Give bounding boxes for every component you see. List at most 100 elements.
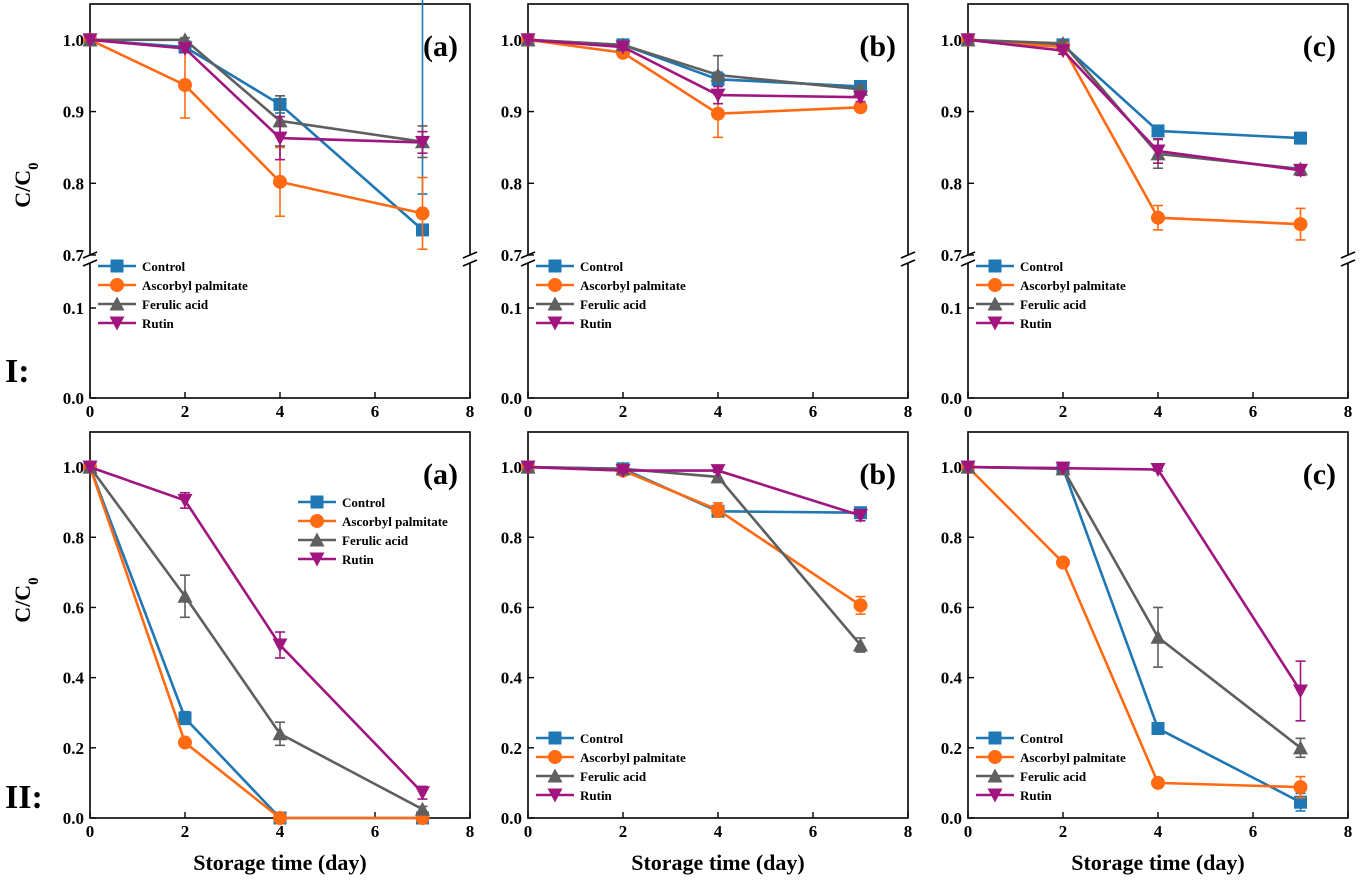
axis-break-gap-left <box>524 255 532 263</box>
legend-swatch-marker <box>987 296 1003 311</box>
data-point <box>710 88 726 103</box>
y-tick-label: 0.9 <box>501 103 522 122</box>
x-tick-label: 2 <box>181 402 190 421</box>
axis-break-gap-left <box>86 255 94 263</box>
axis-break-mark-left <box>82 259 98 267</box>
axis-break-mark-left <box>520 259 536 267</box>
legend-swatch-marker <box>110 278 124 292</box>
x-axis-label: Storage time (day) <box>1071 850 1245 875</box>
panel-i-b: 0 2 4 6 8 0.7 0.8 0.9 1.0 0.0 0.1 (b) Control Ascorby… <box>501 3 916 421</box>
data-point <box>520 460 536 475</box>
data-point <box>1151 210 1165 225</box>
legend-label: Control <box>1020 731 1063 746</box>
data-point <box>1294 795 1307 809</box>
series-rutin <box>82 460 430 801</box>
series-rutin <box>960 33 1308 178</box>
panel-label: (b) <box>859 458 896 491</box>
data-point <box>82 460 98 475</box>
legend-swatch-marker <box>548 750 562 764</box>
x-tick-label: 4 <box>276 822 285 841</box>
legend-entry-ferulic-acid: Ferulic acid <box>536 768 647 784</box>
axis-break-mark-right <box>1340 251 1356 259</box>
legend-label: Ascorbyl palmitate <box>1020 750 1126 765</box>
data-point <box>1293 217 1308 232</box>
y-tick-label: 0.6 <box>501 598 522 617</box>
legend-entry-ascorbyl-palmitate: Ascorbyl palmitate <box>976 278 1126 293</box>
y-tick-label: 1.0 <box>501 31 522 50</box>
x-tick-label: 6 <box>809 822 818 841</box>
legend-entry-ascorbyl-palmitate: Ascorbyl palmitate <box>536 278 686 293</box>
legend-label: Ascorbyl palmitate <box>1020 278 1126 293</box>
x-tick-label: 0 <box>86 402 95 421</box>
legend-label: Rutin <box>1020 788 1053 803</box>
x-tick-label: 6 <box>1249 402 1258 421</box>
series-ferulic-acid <box>960 32 1308 176</box>
x-tick-label: 8 <box>904 822 913 841</box>
series-line <box>967 465 1302 692</box>
legend: Control Ascorbyl palmitate Ferulic acid Rut… <box>98 259 248 331</box>
y-tick-label: 0.0 <box>501 389 522 408</box>
y-tick-label: 0.4 <box>941 669 963 688</box>
data-point <box>853 509 868 524</box>
y-tick-label: 1.0 <box>63 31 84 50</box>
panel-label: (c) <box>1303 30 1336 63</box>
data-point <box>615 464 631 479</box>
y-tick-label: 0.0 <box>941 809 962 828</box>
data-point <box>1151 124 1165 138</box>
legend-label: Control <box>142 259 185 274</box>
data-point <box>711 502 725 517</box>
y-tick-label: 0.1 <box>501 299 522 318</box>
legend-entry-ferulic-acid: Ferulic acid <box>976 296 1087 312</box>
data-point <box>1150 463 1166 478</box>
y-tick-label: 0.1 <box>941 299 962 318</box>
legend-entry-rutin: Rutin <box>976 316 1053 331</box>
x-tick-label: 2 <box>1059 822 1068 841</box>
panel-label: (c) <box>1303 458 1336 491</box>
x-tick-label: 4 <box>276 402 285 421</box>
data-point <box>1294 131 1307 145</box>
legend-label: Rutin <box>580 788 613 803</box>
data-point <box>520 33 536 48</box>
y-tick-label: 0.2 <box>63 739 84 758</box>
legend-entry-control: Control <box>298 495 385 510</box>
series-ferulic-acid <box>520 459 868 653</box>
row-label-I: I: <box>5 353 30 390</box>
legend-entry-ferulic-acid: Ferulic acid <box>298 532 409 548</box>
data-point <box>853 598 868 613</box>
plot-frame <box>89 431 471 819</box>
legend-swatch-marker <box>109 316 125 331</box>
legend-swatch-marker <box>548 278 562 292</box>
series-line <box>527 38 861 116</box>
legend-swatch-marker <box>110 259 124 273</box>
y-tick-label: 0.0 <box>501 809 522 828</box>
legend-label: Control <box>1020 259 1063 274</box>
y-tick-label: 0.4 <box>501 669 523 688</box>
y-tick-label: 0.2 <box>501 739 522 758</box>
panel-label: (a) <box>423 458 458 491</box>
series-line <box>527 465 861 517</box>
axis-break-gap-right <box>904 255 912 263</box>
legend: Control Ascorbyl palmitate Ferulic acid Rut… <box>536 731 686 803</box>
axis-break-mark-right <box>462 259 478 267</box>
axis-break-gap-right <box>466 255 474 263</box>
y-tick-label: 0.8 <box>501 528 522 547</box>
legend: Control Ascorbyl palmitate Ferulic acid Rut… <box>298 495 448 567</box>
axis-break-mark-right <box>900 251 916 259</box>
series-line <box>967 38 1301 172</box>
plot-frame <box>967 3 1349 399</box>
legend-swatch-marker <box>988 259 1002 273</box>
data-point <box>853 90 868 105</box>
y-tick-label: 0.8 <box>941 528 962 547</box>
series-rutin <box>520 460 868 524</box>
legend-swatch-marker <box>547 316 563 331</box>
series-line <box>89 38 423 144</box>
data-point <box>1293 163 1308 178</box>
axis-break-mark-right <box>1340 259 1356 267</box>
data-point <box>1055 461 1071 476</box>
data-point <box>177 493 193 508</box>
data-point <box>960 460 976 475</box>
legend-swatch-marker <box>548 731 562 745</box>
legend-entry-control: Control <box>98 259 185 274</box>
legend-swatch-marker <box>310 514 324 528</box>
